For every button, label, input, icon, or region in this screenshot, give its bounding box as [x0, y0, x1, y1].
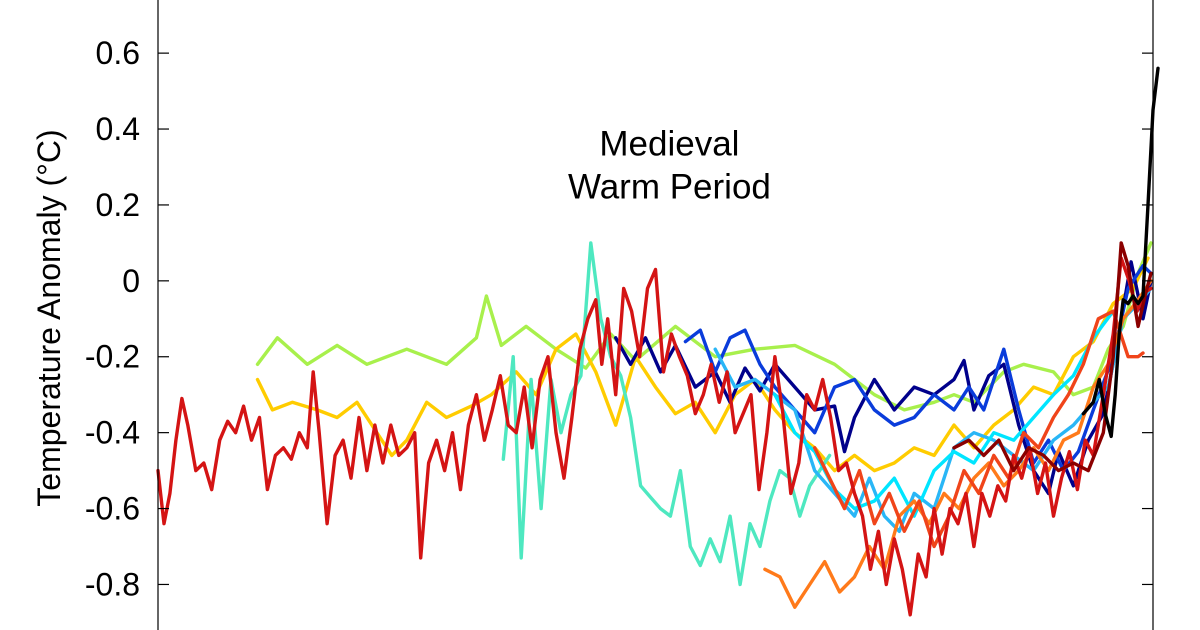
- y-axis: 0.6 0.4 0.2 0 -0.2 -0.4 -0.6 -0.8: [85, 0, 1154, 630]
- series-line-red: [156, 256, 1153, 617]
- y-tick-label: 0.4: [96, 111, 140, 147]
- y-tick-label: 0.6: [96, 35, 140, 71]
- series-line-orange: [763, 279, 1153, 609]
- y-tick-label: 0.2: [96, 187, 140, 223]
- series-line-blue: [683, 264, 1153, 473]
- annotations: Medieval Warm Period: [568, 125, 771, 207]
- annotation-medieval-warm-period-line-2: Warm Period: [568, 168, 771, 207]
- series-line-aquamarine: [501, 241, 832, 587]
- series-line-black: [1081, 66, 1160, 439]
- series-line-darkred: [952, 241, 1153, 473]
- y-tick-label: -0.4: [85, 415, 140, 451]
- y-tick-label: -0.8: [85, 566, 140, 602]
- series-line-yellow: [255, 256, 1150, 473]
- y-tick-label: 0: [122, 263, 140, 299]
- series-line-orangered: [813, 309, 1145, 549]
- plot-area: [156, 66, 1160, 617]
- y-tick-label: -0.6: [85, 491, 140, 527]
- annotation-medieval-warm-period-line-1: Medieval: [599, 125, 739, 164]
- y-axis-label: Temperature Anomaly (°C): [31, 129, 67, 506]
- y-tick-label: -0.2: [85, 339, 140, 375]
